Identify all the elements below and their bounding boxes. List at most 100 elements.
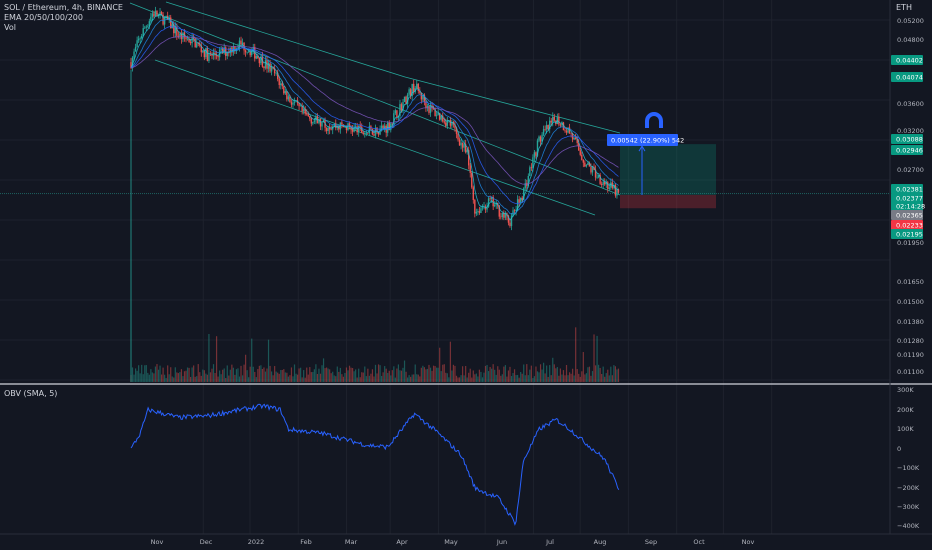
- candle-body: [145, 26, 147, 28]
- volume-bar: [503, 366, 505, 382]
- volume-bar: [138, 365, 140, 382]
- candle-body: [307, 114, 309, 117]
- volume-bar: [614, 366, 617, 382]
- candle-body: [559, 124, 562, 126]
- candle-body: [153, 13, 155, 17]
- volume-bar: [174, 367, 176, 382]
- volume-bar: [452, 364, 455, 382]
- stop-zone: [620, 194, 716, 209]
- candle-body: [451, 122, 453, 126]
- obv-legend[interactable]: OBV (SMA, 5): [4, 389, 58, 398]
- volume-bar: [209, 372, 212, 382]
- ema-legend[interactable]: EMA 20/50/100/200: [4, 13, 83, 22]
- candle-body: [504, 213, 507, 218]
- ema-line: [130, 13, 619, 221]
- volume-bar: [344, 372, 346, 382]
- volume-bar: [486, 364, 488, 382]
- candle-body: [131, 57, 134, 68]
- volume-bar: [417, 374, 419, 382]
- volume-bar: [321, 365, 323, 382]
- candle-body: [148, 21, 151, 27]
- volume-bar: [542, 362, 545, 382]
- volume-bar: [431, 370, 433, 382]
- candle-body: [137, 38, 140, 41]
- volume-bar: [523, 364, 525, 382]
- symbol-legend[interactable]: SOL / Ethereum, 4h, BINANCE: [4, 3, 123, 12]
- candle-body: [594, 169, 597, 178]
- volume-bar: [588, 366, 591, 382]
- candle-body: [380, 125, 383, 129]
- volume-bar: [225, 377, 227, 382]
- volume-bar: [347, 370, 349, 382]
- volume-bar: [153, 373, 155, 382]
- candle-body: [310, 118, 313, 124]
- price-tag: [891, 210, 923, 220]
- candle-body: [414, 88, 416, 92]
- candle-body: [461, 142, 464, 148]
- long-position-tool[interactable]: 0.00542 (22.90%) 542: [0, 112, 890, 209]
- volume-bar: [529, 369, 531, 382]
- volume-bar: [420, 367, 422, 382]
- candle-body: [574, 137, 577, 140]
- candle-body: [205, 48, 207, 58]
- volume-bar: [270, 371, 273, 382]
- volume-bar: [180, 369, 183, 382]
- volume-bar: [254, 371, 256, 382]
- candle-body: [446, 120, 449, 126]
- volume-legend[interactable]: Vol: [4, 23, 16, 32]
- candle-body: [550, 120, 552, 123]
- volume-bar: [541, 369, 543, 382]
- volume-bar: [263, 367, 265, 382]
- volume-bar: [419, 376, 421, 382]
- candle-body: [530, 167, 533, 169]
- volume-bar: [555, 368, 557, 382]
- candle-body: [393, 113, 395, 125]
- candle-body: [463, 144, 465, 148]
- candle-body: [344, 126, 346, 128]
- volume-bar: [381, 375, 383, 382]
- price-tag-label: 0.02946: [896, 146, 923, 154]
- volume-bar: [310, 372, 312, 382]
- volume-bar: [591, 371, 594, 382]
- candle-body: [264, 60, 267, 69]
- candle-body: [364, 133, 366, 134]
- volume-bar: [371, 369, 374, 382]
- candle-body: [492, 196, 494, 207]
- volume-bar: [442, 364, 444, 382]
- candle-body: [527, 176, 530, 186]
- volume-bar: [133, 374, 135, 382]
- price-tick: 0.01190: [897, 351, 924, 359]
- candle-body: [605, 182, 607, 185]
- volume-bar: [257, 369, 259, 382]
- candle-body: [345, 126, 348, 131]
- magnet-icon[interactable]: [645, 112, 663, 128]
- volume-bar: [578, 373, 580, 382]
- candle-body: [489, 198, 491, 200]
- volume-bar: [439, 347, 441, 382]
- candle-body: [335, 123, 337, 128]
- volume-bar: [413, 374, 415, 382]
- volume-bar: [205, 373, 207, 382]
- volume-bar: [335, 376, 337, 382]
- candle-body: [142, 28, 144, 36]
- obv-line: [130, 403, 620, 526]
- volume-bar: [539, 364, 542, 382]
- volume-bar: [188, 367, 190, 382]
- volume-bar: [319, 373, 322, 382]
- ema-line: [130, 18, 619, 215]
- volume-bar: [399, 370, 401, 382]
- volume-bar: [235, 369, 238, 382]
- volume-bar: [487, 371, 490, 382]
- volume-bar: [220, 374, 222, 382]
- candle-body: [562, 122, 565, 131]
- volume-bar: [160, 374, 163, 382]
- candle-body: [405, 96, 407, 105]
- volume-bar: [275, 371, 277, 382]
- candle-body: [173, 24, 175, 34]
- volume-bar: [501, 374, 503, 382]
- candle-body: [215, 54, 218, 57]
- candle-body: [273, 68, 276, 74]
- candle-body: [590, 166, 592, 173]
- candle-body: [490, 196, 493, 200]
